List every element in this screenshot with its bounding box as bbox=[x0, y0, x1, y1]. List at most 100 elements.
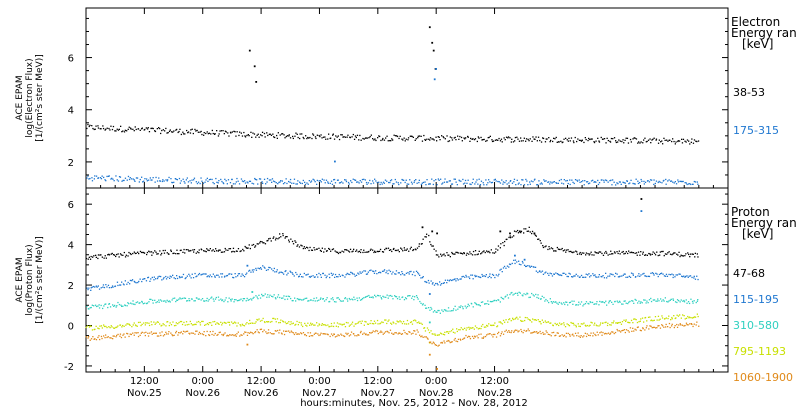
data-point bbox=[319, 249, 322, 252]
data-point bbox=[600, 136, 602, 139]
data-point bbox=[361, 298, 363, 301]
data-point bbox=[159, 323, 161, 325]
data-point bbox=[263, 295, 265, 297]
data-point bbox=[553, 331, 555, 334]
data-point bbox=[474, 274, 476, 277]
data-point bbox=[583, 141, 585, 144]
data-point bbox=[240, 298, 242, 300]
data-point bbox=[448, 140, 451, 142]
data-point bbox=[675, 274, 677, 276]
data-point bbox=[404, 331, 406, 334]
data-point bbox=[108, 175, 110, 177]
data-point bbox=[353, 296, 355, 298]
data-point bbox=[388, 249, 391, 251]
data-point bbox=[500, 333, 502, 335]
data-point bbox=[679, 301, 681, 303]
data-point bbox=[116, 305, 118, 307]
data-point bbox=[388, 181, 390, 184]
data-point bbox=[179, 182, 181, 184]
data-point bbox=[304, 333, 306, 336]
data-point bbox=[567, 275, 569, 278]
data-point bbox=[209, 248, 211, 250]
data-point bbox=[274, 239, 277, 241]
data-point bbox=[358, 334, 360, 336]
data-point bbox=[391, 138, 393, 140]
data-point bbox=[288, 330, 290, 332]
data-point bbox=[556, 182, 558, 184]
data-point bbox=[608, 300, 610, 302]
data-point bbox=[102, 286, 104, 288]
data-point bbox=[147, 277, 149, 279]
data-point bbox=[383, 296, 385, 298]
data-point bbox=[296, 320, 298, 323]
data-point bbox=[434, 310, 436, 312]
data-point bbox=[638, 321, 640, 323]
data-point bbox=[444, 255, 446, 257]
data-point bbox=[110, 178, 112, 180]
data-point bbox=[370, 320, 372, 322]
data-point bbox=[354, 179, 356, 181]
data-point bbox=[230, 321, 233, 323]
data-point bbox=[185, 277, 187, 279]
data-point bbox=[347, 134, 349, 136]
data-point bbox=[645, 141, 647, 143]
data-point bbox=[314, 249, 316, 251]
data-point bbox=[89, 307, 91, 309]
data-point bbox=[94, 328, 96, 330]
data-point bbox=[557, 303, 559, 305]
data-point bbox=[245, 273, 247, 276]
data-point bbox=[428, 331, 431, 334]
data-point bbox=[495, 251, 497, 253]
data-point bbox=[589, 334, 591, 337]
data-point bbox=[662, 250, 664, 253]
data-point bbox=[409, 135, 411, 137]
data-point bbox=[521, 330, 523, 333]
data-point bbox=[284, 137, 286, 139]
data-point bbox=[579, 303, 581, 305]
data-point bbox=[223, 333, 225, 335]
data-point bbox=[113, 254, 116, 256]
data-point bbox=[621, 140, 623, 143]
data-point bbox=[493, 179, 495, 181]
data-point bbox=[383, 332, 385, 334]
data-point bbox=[520, 231, 522, 234]
data-point bbox=[349, 298, 351, 301]
data-point bbox=[395, 332, 397, 334]
data-point bbox=[411, 323, 414, 325]
data-point bbox=[481, 337, 483, 339]
data-point bbox=[381, 139, 384, 141]
x-tick-time: 12:00 bbox=[363, 376, 392, 387]
data-point bbox=[468, 335, 470, 337]
data-point bbox=[684, 318, 686, 320]
data-point bbox=[458, 138, 460, 140]
data-point bbox=[606, 324, 609, 327]
data-point bbox=[628, 183, 630, 185]
data-point bbox=[203, 331, 205, 333]
data-point bbox=[550, 273, 553, 275]
data-point bbox=[635, 252, 638, 254]
data-point bbox=[292, 135, 294, 138]
data-point bbox=[665, 323, 667, 326]
data-point bbox=[655, 327, 657, 329]
data-point bbox=[215, 296, 217, 299]
data-point bbox=[573, 141, 575, 144]
data-point bbox=[641, 180, 643, 182]
data-point bbox=[464, 327, 466, 329]
data-point bbox=[563, 138, 565, 140]
data-point bbox=[266, 240, 268, 242]
data-point bbox=[551, 302, 553, 304]
data-point bbox=[88, 336, 90, 338]
data-point bbox=[585, 335, 588, 338]
data-point bbox=[653, 179, 655, 181]
data-point bbox=[634, 298, 636, 301]
data-point bbox=[666, 253, 668, 255]
data-point bbox=[550, 181, 552, 183]
data-point bbox=[271, 268, 273, 270]
data-point bbox=[692, 253, 694, 255]
data-point bbox=[212, 330, 214, 333]
data-point bbox=[676, 299, 679, 301]
data-point bbox=[254, 177, 256, 180]
data-point bbox=[375, 180, 377, 182]
data-point bbox=[92, 127, 94, 130]
data-point bbox=[476, 179, 478, 181]
